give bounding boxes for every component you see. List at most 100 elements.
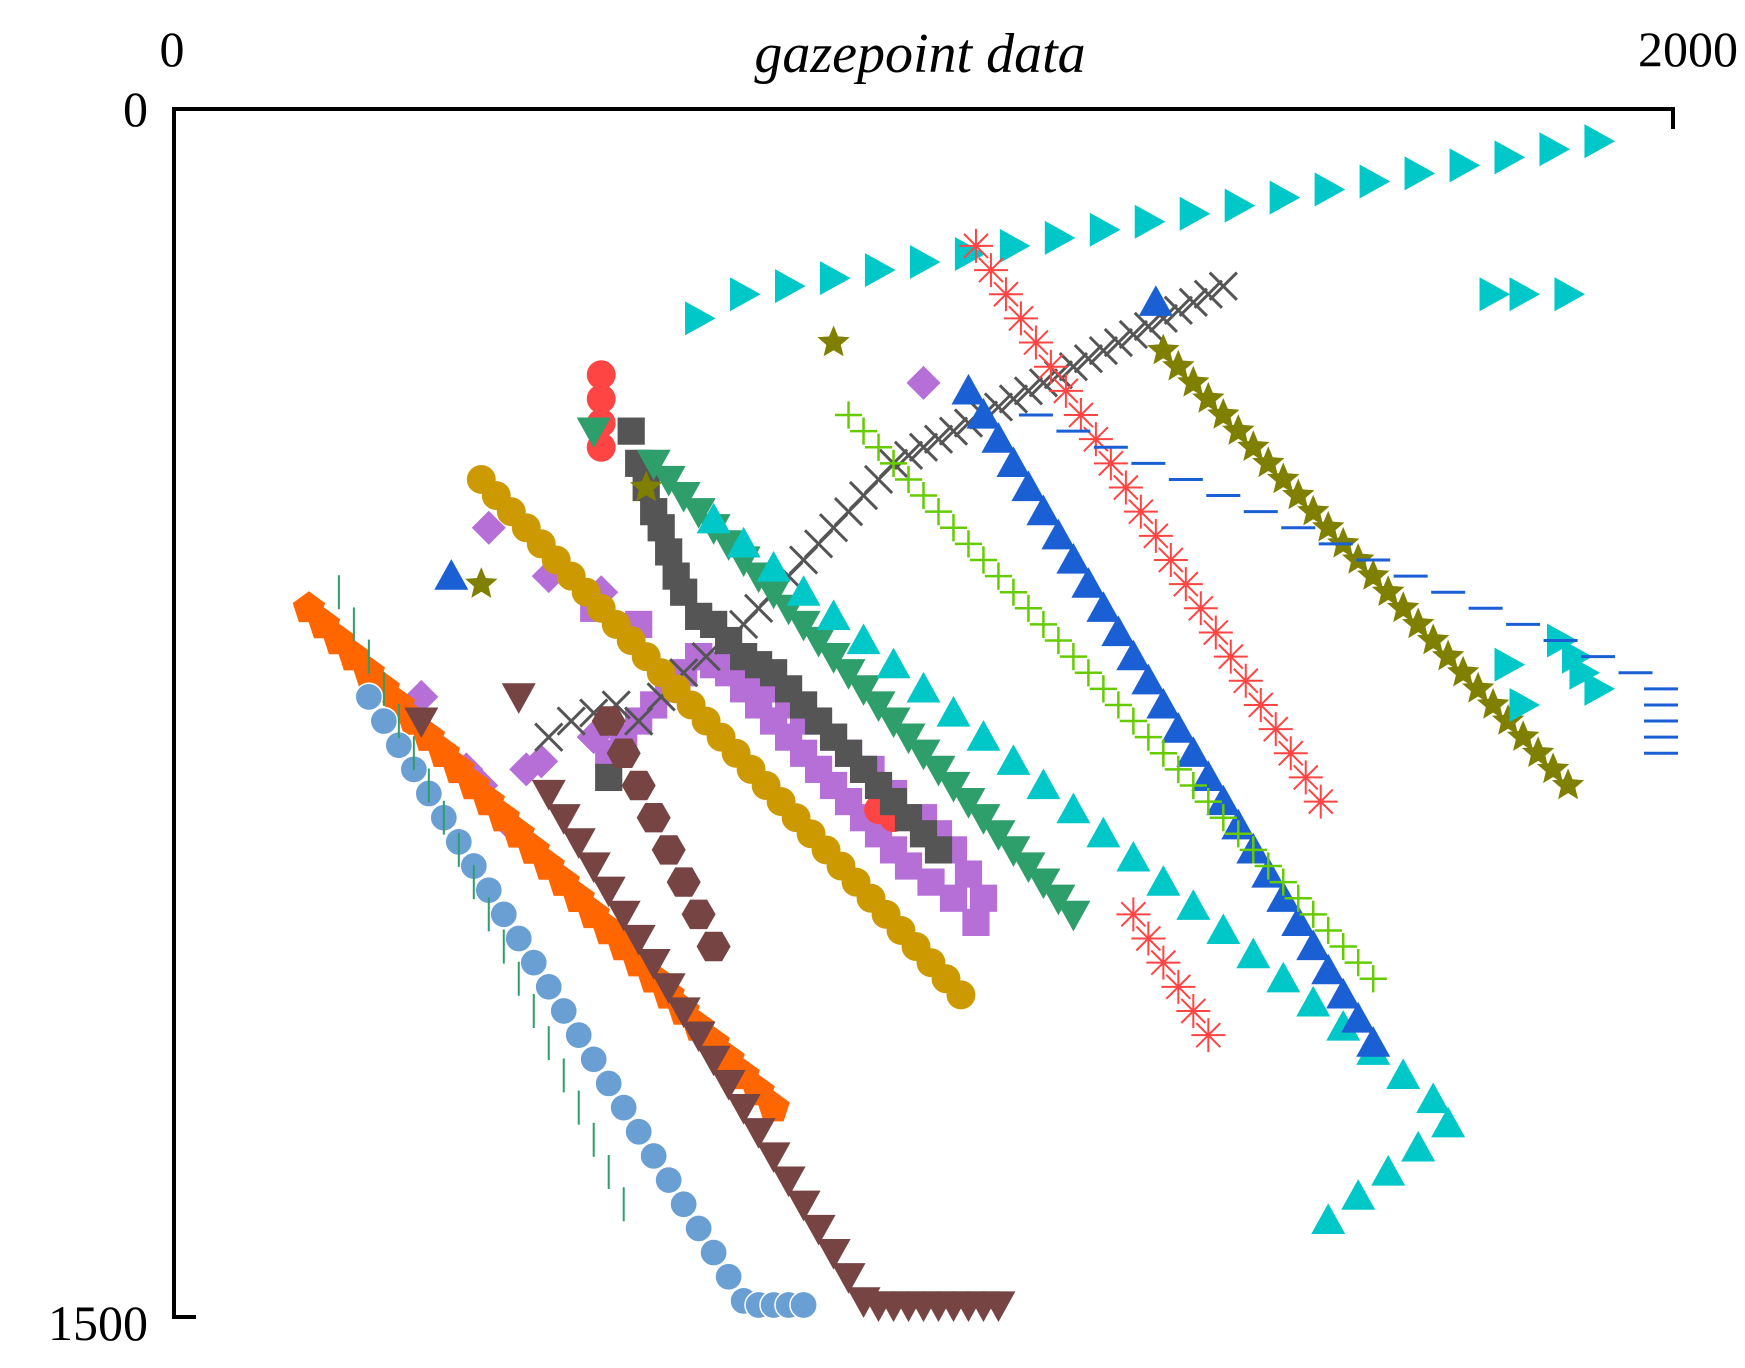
- data-point-triangle-down: [636, 949, 671, 980]
- series-16-plus: [834, 401, 1387, 993]
- data-point-triangle-up: [434, 559, 469, 590]
- data-point-triangle-right: [1089, 212, 1121, 247]
- data-point-x: [1088, 335, 1119, 366]
- data-point-star: [1312, 510, 1345, 542]
- data-point-x: [1058, 352, 1089, 382]
- data-point-sphere: [669, 1189, 699, 1219]
- data-point-triangle-right: [1554, 277, 1586, 312]
- data-point-sphere: [534, 972, 564, 1002]
- data-point-x: [1118, 319, 1149, 350]
- series-17-triangle-down: [404, 683, 1016, 1322]
- data-point-star: [1477, 687, 1510, 719]
- data-point-triangle-down: [891, 723, 926, 755]
- data-point-plus: [1254, 852, 1282, 880]
- data-point-triangle-right: [1449, 148, 1481, 183]
- data-point-triangle-up: [1116, 840, 1151, 872]
- data-point-circle: [586, 384, 616, 414]
- data-point-asterisk: [1048, 373, 1083, 408]
- data-point-hexagon: [606, 738, 641, 768]
- data-point-plus: [1299, 900, 1327, 928]
- data-point-triangle-up: [936, 696, 971, 727]
- series-8-triangle-right: [685, 124, 1616, 722]
- data-point-sphere: [594, 1069, 624, 1098]
- data-point-plus: [1044, 626, 1073, 655]
- data-point-x: [1208, 271, 1238, 301]
- data-point-plus: [1149, 739, 1177, 767]
- data-point-triangle-right: [1044, 220, 1076, 255]
- data-point-triangle-up: [1176, 889, 1211, 920]
- data-point-triangle-right: [1509, 277, 1541, 312]
- series-7-star: [465, 325, 1585, 800]
- data-point-sphere: [699, 1238, 728, 1267]
- data-point-star: [1222, 414, 1255, 445]
- data-point-triangle-up: [1431, 1106, 1466, 1138]
- data-point-plus: [1089, 675, 1117, 703]
- data-point-sphere: [489, 899, 519, 929]
- data-point-triangle-down: [711, 530, 746, 561]
- data-point-star: [1432, 639, 1465, 671]
- data-point-triangle-down: [876, 707, 911, 739]
- data-point-triangle-down: [816, 643, 851, 674]
- data-point-triangle-right: [685, 301, 716, 336]
- data-point-triangle-right: [1269, 180, 1301, 215]
- data-point-triangle-right: [909, 245, 941, 280]
- data-point-x: [1073, 343, 1104, 374]
- data-point-triangle-up: [1041, 518, 1076, 550]
- data-point-x: [1013, 376, 1044, 406]
- data-point-star: [1372, 575, 1405, 606]
- data-point-plus: [1359, 965, 1387, 993]
- data-point-triangle-right: [730, 277, 761, 312]
- data-point-hexagon: [696, 931, 731, 962]
- data-point-asterisk: [1243, 687, 1278, 722]
- data-point-plus: [1344, 949, 1372, 977]
- series-11-asterisk: [958, 228, 1338, 1053]
- data-point-star: [1267, 462, 1300, 494]
- data-point-triangle-down: [981, 1291, 1016, 1322]
- data-point-x: [998, 384, 1029, 414]
- data-point-star: [1237, 430, 1270, 461]
- data-point-triangle-up: [966, 398, 1001, 429]
- data-point-asterisk: [1198, 615, 1233, 650]
- data-point-triangle-down: [996, 836, 1031, 867]
- data-point-diamond: [471, 510, 506, 545]
- series-2-square: [580, 594, 998, 936]
- data-point-asterisk: [1258, 712, 1293, 747]
- data-point-triangle-up: [1341, 1002, 1376, 1033]
- data-point-x: [624, 706, 654, 736]
- data-point-triangle-down: [681, 1021, 716, 1053]
- data-point-sphere: [654, 1165, 684, 1195]
- data-point-triangle-down: [786, 610, 821, 642]
- data-point-triangle-down: [756, 1142, 791, 1173]
- data-point-triangle-down: [726, 1094, 761, 1125]
- data-point-plus: [1194, 787, 1222, 816]
- data-point-triangle-down: [681, 498, 716, 529]
- data-point-triangle-right: [1404, 156, 1436, 191]
- data-point-hexagon: [636, 803, 671, 833]
- data-point-sphere: [684, 1214, 714, 1243]
- data-point-star: [465, 567, 498, 598]
- data-point-square: [969, 884, 998, 912]
- data-point-triangle-down: [936, 771, 971, 803]
- data-point-triangle-up: [1086, 591, 1121, 622]
- data-point-triangle-up: [1101, 615, 1136, 647]
- data-point-triangle-up: [1326, 1010, 1361, 1041]
- data-point-triangle-down: [831, 659, 866, 690]
- data-point-x: [908, 432, 939, 462]
- data-point-x: [534, 722, 564, 752]
- data-point-triangle-up: [966, 720, 1001, 751]
- data-point-triangle-up: [996, 744, 1031, 775]
- data-point-star: [1447, 655, 1480, 687]
- data-point-star: [1536, 752, 1570, 784]
- data-point-star: [1357, 559, 1390, 590]
- data-point-triangle-up: [1206, 913, 1241, 945]
- data-point-circle: [946, 980, 976, 1010]
- data-point-triangle-right: [864, 253, 896, 288]
- data-point-triangle-down: [966, 804, 1001, 835]
- data-point-asterisk: [1108, 470, 1143, 505]
- data-point-triangle-up: [1146, 865, 1181, 896]
- data-point-triangle-up: [1416, 1082, 1451, 1114]
- data-point-triangle-up: [981, 422, 1016, 453]
- data-point-plus: [1314, 916, 1342, 945]
- data-point-triangle-right: [774, 269, 806, 304]
- data-point-triangle-up: [726, 526, 761, 558]
